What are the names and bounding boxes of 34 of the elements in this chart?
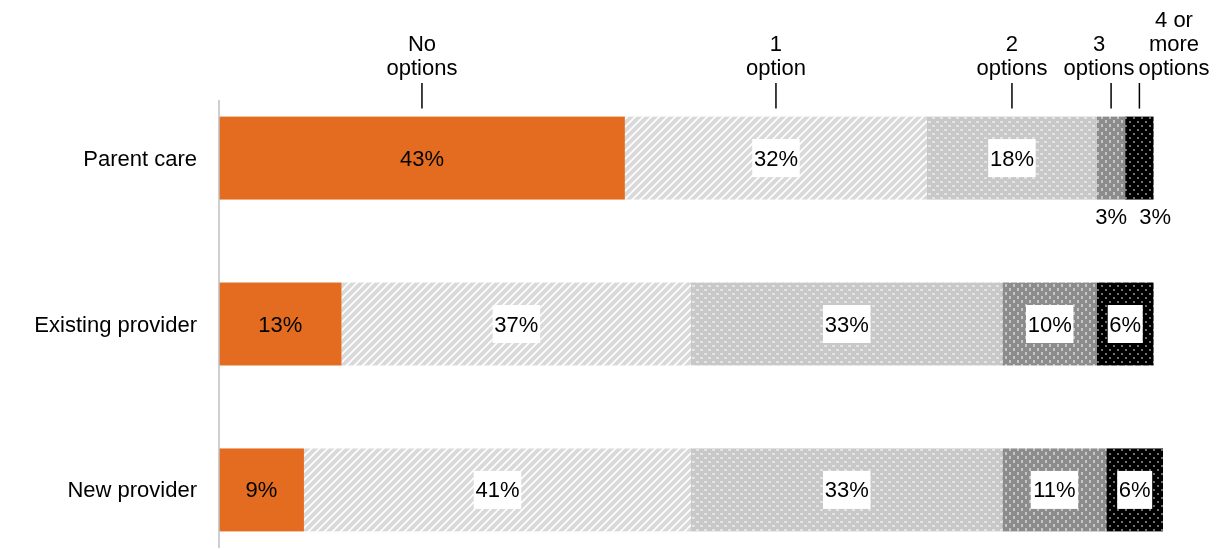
data-label: 10%: [1027, 311, 1072, 337]
bar: [219, 282, 342, 366]
series-label: 2 options: [976, 31, 1048, 80]
y-tick-label: Parent care: [83, 145, 197, 171]
data-label: 18%: [989, 145, 1034, 171]
series-label: 3 options: [1063, 31, 1135, 80]
data-label: 43%: [399, 145, 444, 171]
data-label: 3%: [1139, 203, 1171, 229]
series-label: No options: [386, 31, 458, 80]
y-tick-label: New provider: [67, 477, 197, 503]
bar: [624, 116, 927, 200]
data-label: 6%: [1118, 477, 1151, 503]
bar: [219, 448, 304, 532]
bar: [303, 448, 691, 532]
bar: [219, 116, 625, 200]
data-label: 32%: [753, 145, 798, 171]
data-label: 37%: [494, 311, 539, 337]
bar: [1125, 116, 1154, 200]
data-label: 6%: [1109, 311, 1142, 337]
data-label: 33%: [824, 311, 869, 337]
data-label: 9%: [245, 477, 278, 503]
bar: [927, 116, 1097, 200]
series-label: 4 or more options: [1138, 7, 1210, 80]
series-label: 1 option: [745, 31, 806, 80]
bar: [1096, 116, 1126, 200]
data-label: 33%: [824, 477, 869, 503]
bar: [691, 448, 1003, 532]
bar: [341, 282, 691, 366]
data-label: 11%: [1033, 477, 1076, 503]
y-tick-label: Existing provider: [34, 311, 197, 337]
data-label: 3%: [1095, 203, 1127, 229]
data-label: 41%: [475, 477, 520, 503]
data-label: 13%: [258, 311, 303, 337]
bar: [691, 282, 1003, 366]
